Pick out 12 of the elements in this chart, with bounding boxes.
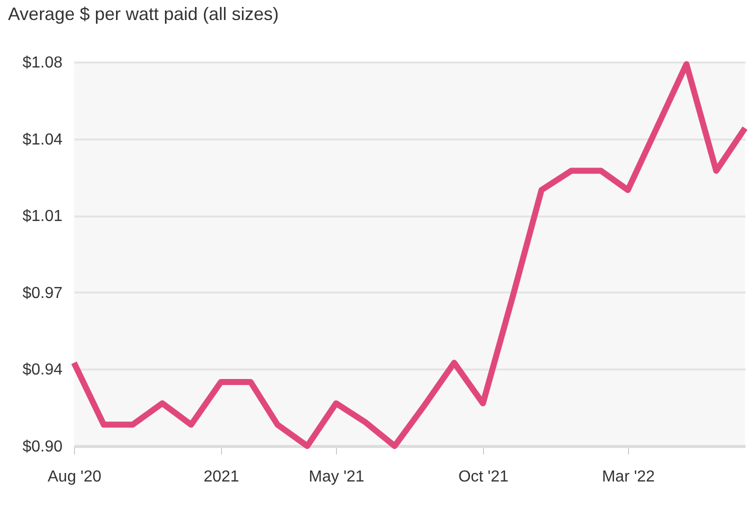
y-tick-label: $0.97 xyxy=(22,284,63,302)
x-tick-label: May '21 xyxy=(308,468,364,486)
y-tick-label: $1.01 xyxy=(22,208,63,226)
x-tick-label: Oct '21 xyxy=(458,468,509,486)
x-tick-label: Aug '20 xyxy=(48,468,102,486)
chart-title: Average $ per watt paid (all sizes) xyxy=(8,4,279,24)
x-tick-label: 2021 xyxy=(204,468,240,486)
y-tick-label: $0.90 xyxy=(22,438,63,456)
x-tick-label: Mar '22 xyxy=(602,468,655,486)
y-tick-label: $0.94 xyxy=(22,362,63,379)
y-tick-label: $1.04 xyxy=(22,131,63,148)
y-tick-label: $1.08 xyxy=(22,54,63,72)
